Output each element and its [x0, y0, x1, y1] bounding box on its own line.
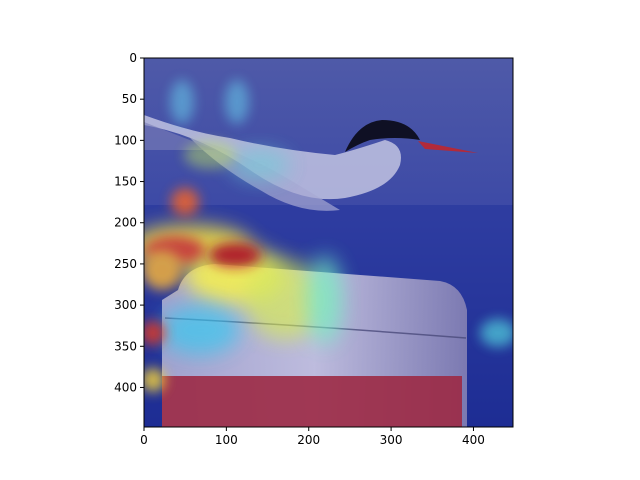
- x-tick-label: 100: [215, 433, 238, 447]
- y-tick-label: 50: [122, 92, 137, 106]
- heatmap-image: [144, 58, 513, 427]
- y-tick-label: 150: [114, 175, 137, 189]
- y-tick-label: 100: [114, 133, 137, 147]
- x-tick-label: 200: [297, 433, 320, 447]
- y-tick-label: 300: [114, 298, 137, 312]
- x-tick-label: 400: [462, 433, 485, 447]
- x-tick-label: 0: [140, 433, 148, 447]
- y-tick-label: 400: [114, 380, 137, 394]
- y-tick-label: 250: [114, 257, 137, 271]
- heatmap-overlay: [144, 80, 513, 392]
- y-tick-label: 200: [114, 216, 137, 230]
- x-axis: 0 100 200 300 400: [140, 427, 485, 447]
- post-red-band: [162, 376, 462, 427]
- bird-beak: [418, 141, 478, 153]
- y-axis: 0 50 100 150 200 250 300 350 400: [114, 51, 144, 394]
- axes-frame: [143, 57, 514, 428]
- x-tick-label: 300: [380, 433, 403, 447]
- y-tick-label: 350: [114, 339, 137, 353]
- y-tick-label: 0: [129, 51, 137, 65]
- bird-cap: [345, 120, 420, 152]
